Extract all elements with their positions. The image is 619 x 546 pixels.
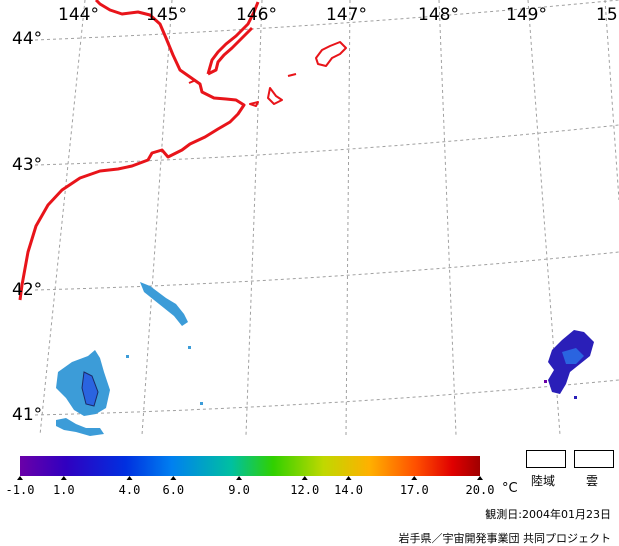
sst-patch-east <box>544 330 594 399</box>
colorbar-tick-label: 4.0 <box>119 483 141 497</box>
colorbar-tick-label: 12.0 <box>290 483 319 497</box>
lat-label: 43° <box>12 155 42 175</box>
observation-date: 観測日:2004年01月23日 <box>485 508 611 521</box>
lat-label: 41° <box>12 405 42 425</box>
colorbar-tick-mark <box>477 476 483 480</box>
longitude-labels: 144° 145° 146° 147° 148° 149° 15 <box>58 5 618 25</box>
latitude-labels: 44° 43° 42° 41° <box>12 29 42 425</box>
colorbar-tick-label: 6.0 <box>162 483 184 497</box>
colorbar-tick-label: 1.0 <box>53 483 75 497</box>
colorbar-tick-label: -1.0 <box>6 483 35 497</box>
land-label: 陸域 <box>531 474 556 488</box>
lon-label: 149° <box>506 5 547 25</box>
cloud-swatch <box>574 450 614 468</box>
lon-label: 147° <box>326 5 367 25</box>
colorbar-tick-label: 20.0 <box>466 483 495 497</box>
colorbar-tick-label: 17.0 <box>400 483 429 497</box>
lat-label: 44° <box>12 29 42 49</box>
lon-label: 144° <box>58 5 99 25</box>
colorbar-tick-mark <box>17 476 23 480</box>
colorbar-tick-mark <box>301 476 308 480</box>
lon-label: 145° <box>146 5 187 25</box>
colorbar-ticks: -1.0 1.0 4.0 6.0 9.0 12.0 14.0 17.0 20.0 <box>6 476 495 497</box>
land-swatch <box>526 450 566 468</box>
colorbar-tick-mark <box>126 476 133 480</box>
colorbar-tick-mark <box>60 476 67 480</box>
graticule <box>34 0 619 436</box>
cloud-label: 雲 <box>586 474 599 488</box>
colorbar-tick-mark <box>236 476 243 480</box>
lon-label: 148° <box>418 5 459 25</box>
coastline <box>18 0 347 301</box>
colorbar-tick-label: 9.0 <box>228 483 250 497</box>
colorbar: -1.0 1.0 4.0 6.0 9.0 12.0 14.0 17.0 20.0 <box>6 456 495 497</box>
lon-label: 146° <box>236 5 277 25</box>
sst-patch-southwest <box>56 282 203 436</box>
colorbar-gradient <box>20 456 480 476</box>
colorbar-tick-mark <box>345 476 352 480</box>
colorbar-tick-label: 14.0 <box>334 483 363 497</box>
lon-label: 15 <box>596 5 618 25</box>
colorbar-tick-mark <box>170 476 177 480</box>
credit: 岩手県／宇宙開発事業団 共同プロジェクト <box>398 532 612 545</box>
lat-label: 42° <box>12 280 42 300</box>
colorbar-tick-mark <box>411 476 418 480</box>
colorbar-unit: °C <box>502 481 518 496</box>
